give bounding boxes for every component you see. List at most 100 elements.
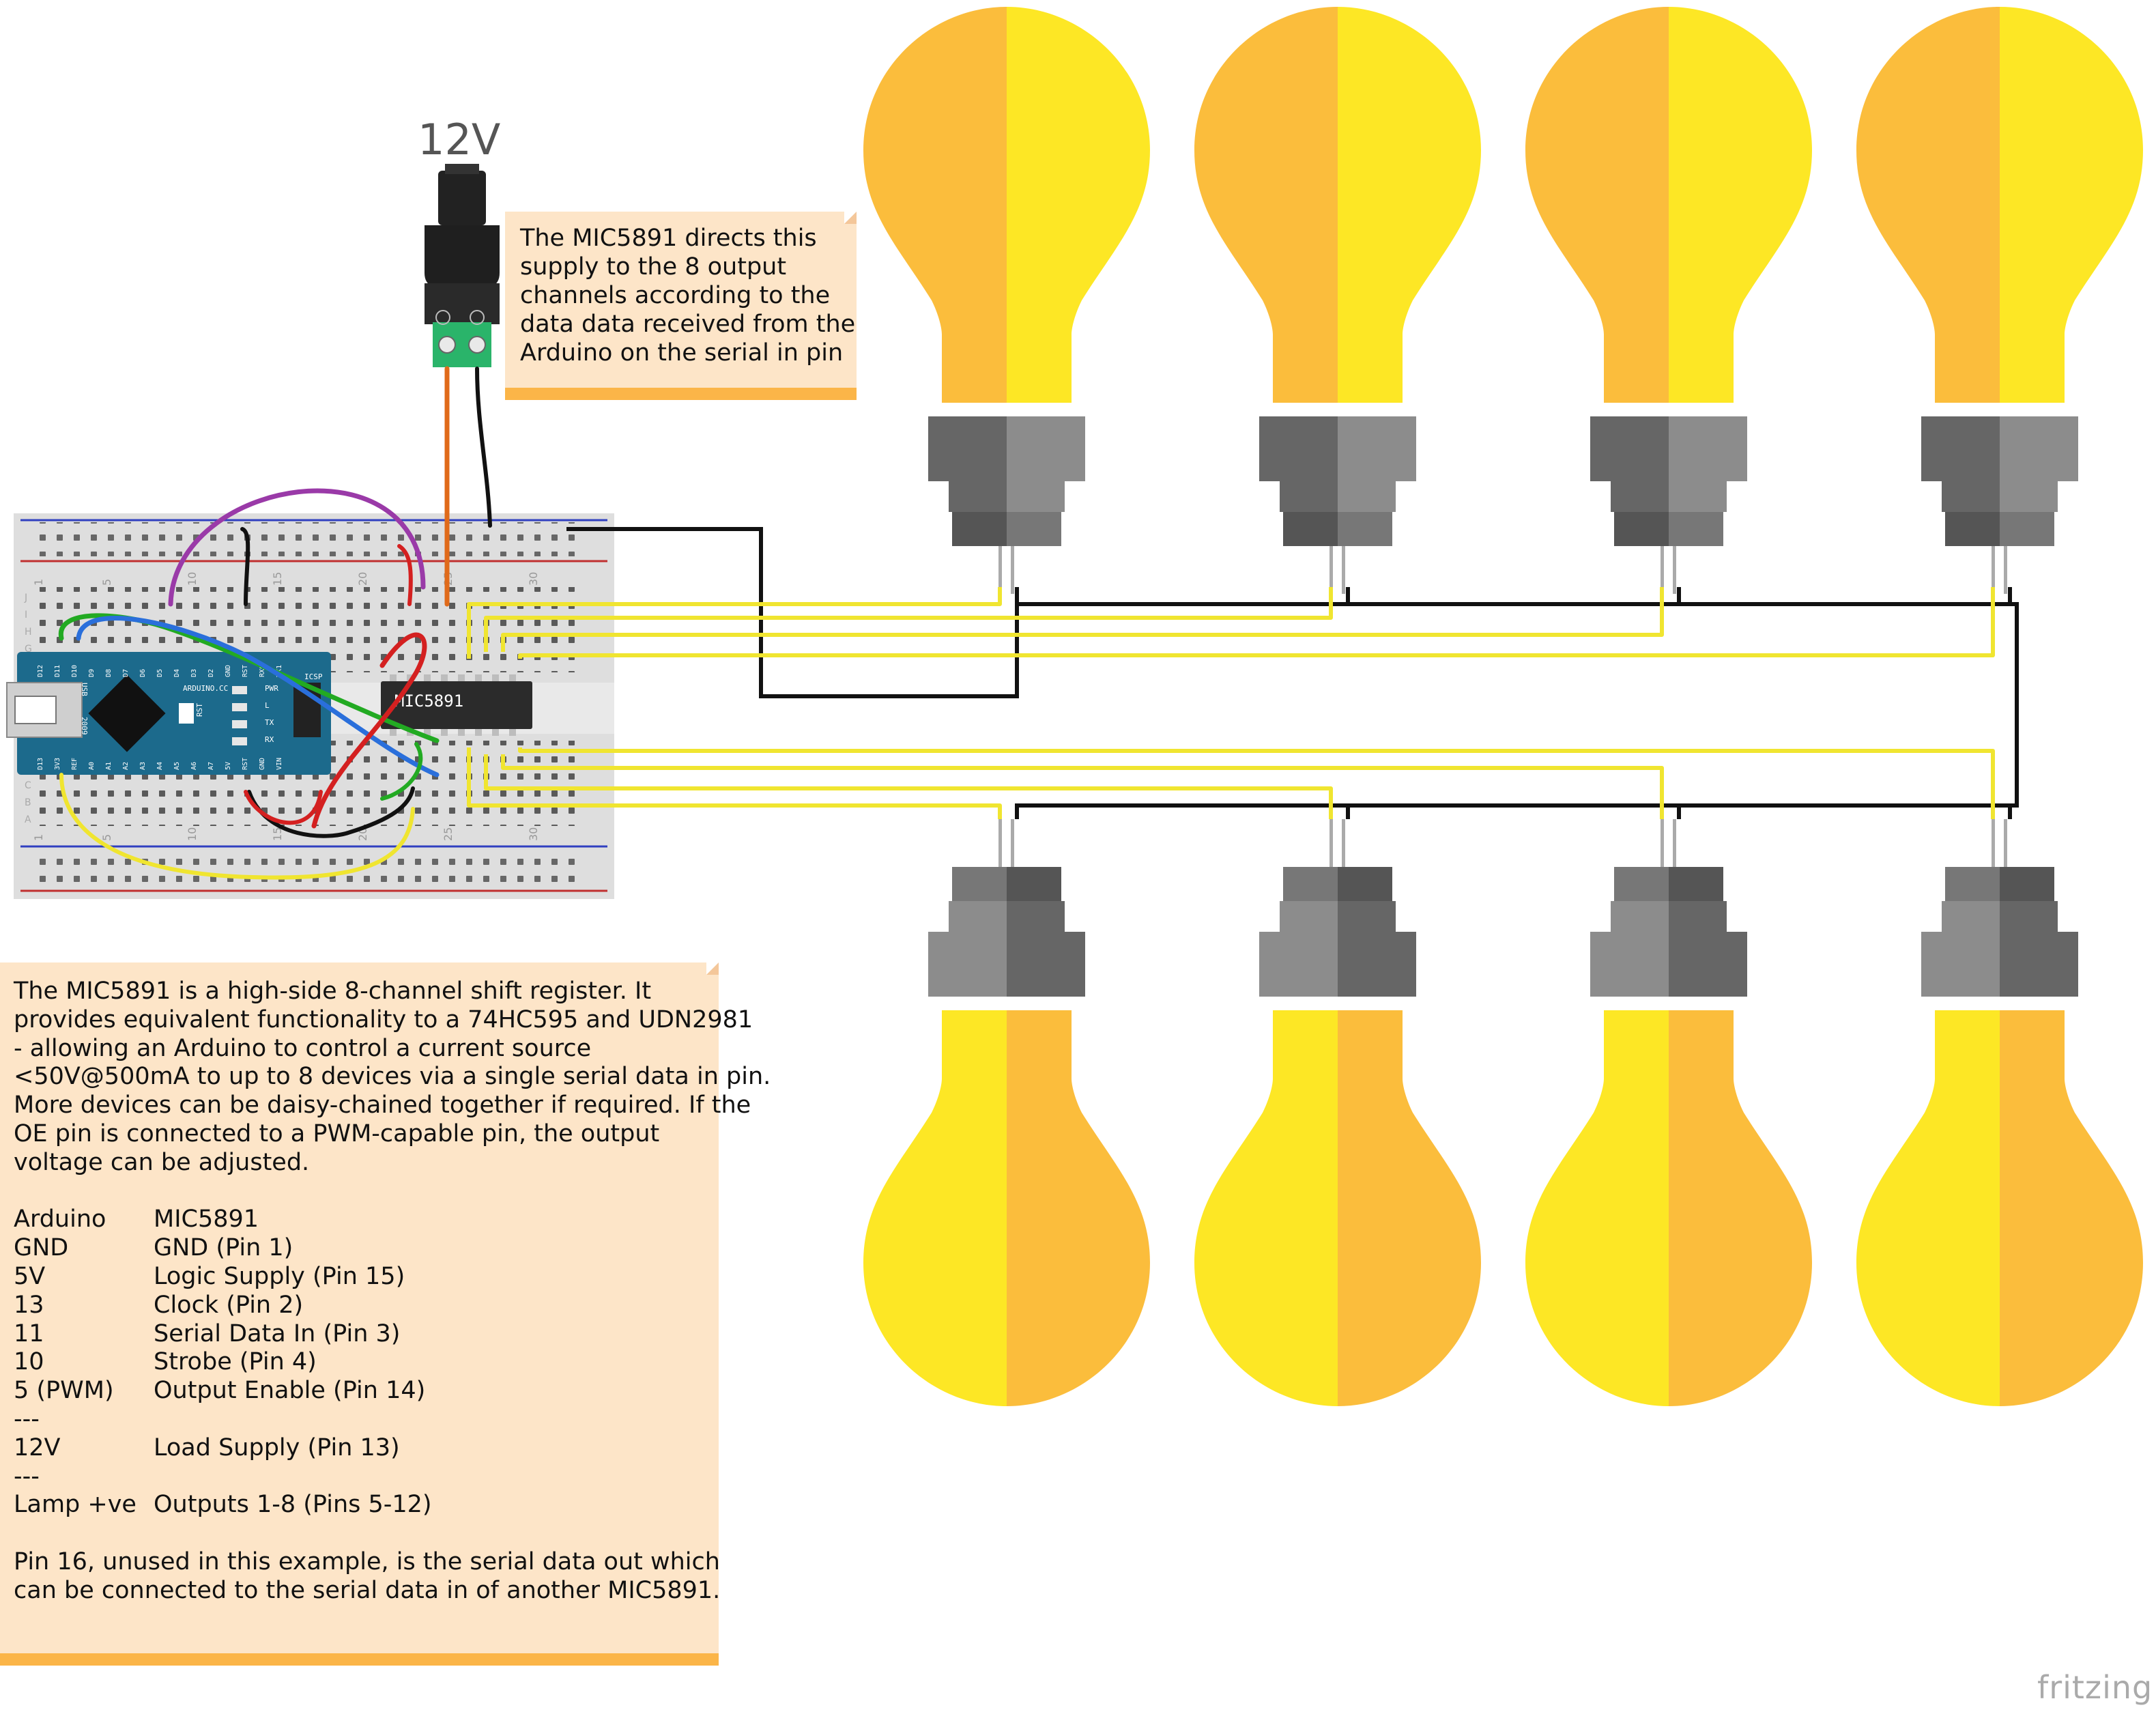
lamp-top-1	[863, 7, 1150, 594]
arduino-nano	[6, 652, 331, 775]
pin-header-arduino: Arduino	[14, 1205, 106, 1233]
arduino-pin-label: A7	[207, 762, 215, 770]
pin-arduino: ---	[14, 1405, 40, 1433]
arduino-pin-label: A4	[156, 762, 164, 770]
note-spacer	[14, 1520, 719, 1548]
pin-header-mic: MIC5891	[154, 1205, 259, 1233]
pin-table-row: 5V Logic Supply (Pin 15)	[14, 1263, 719, 1292]
arduino-pin-label: D11	[54, 665, 61, 677]
mic5891-label: MIC5891	[394, 691, 463, 711]
lamp-bottom-3	[1525, 819, 1812, 1406]
note-supply-fold	[844, 212, 857, 224]
note-outro-line: can be connected to the serial data in o…	[14, 1576, 721, 1604]
lamp-bottom-1	[863, 819, 1150, 1406]
arduino-pin-label: GND	[225, 665, 232, 677]
arduino-pin-label: VIN	[276, 758, 283, 770]
note-intro-line: voltage can be adjusted.	[14, 1148, 310, 1176]
arduino-pin-label: D9	[88, 669, 96, 677]
pin-table-header: Arduino MIC5891	[14, 1205, 719, 1234]
note-supply: The MIC5891 directs this supply to the 8…	[505, 212, 857, 400]
dc-barrel-jack	[425, 164, 500, 367]
arduino-pin-label: A1	[105, 762, 113, 770]
wires-outputs	[467, 587, 1995, 819]
note-supply-line: Arduino on the serial in pin	[520, 339, 844, 367]
arduino-pin-label: RST	[242, 665, 249, 677]
wires-supply	[444, 366, 492, 607]
arduino-bottom-pin-labels: D13 3V3 REF A0 A1 A2 A3 A4 A5 A6 A7 5V RST GND VIN	[37, 758, 283, 770]
note-supply-bar	[505, 388, 857, 400]
arduino-usb-label: USB	[80, 683, 89, 696]
pin-mic: Serial Data In (Pin 3)	[154, 1319, 401, 1347]
arduino-pin-label: D3	[190, 669, 198, 677]
arduino-pin-label: A2	[122, 762, 130, 770]
note-description: The MIC5891 is a high-side 8-channel shi…	[0, 962, 771, 1666]
arduino-pin-label: 5V	[225, 762, 232, 770]
note-intro-line: <50V@500mA to up to 8 devices via a sing…	[14, 1063, 771, 1091]
pin-arduino: 5 (PWM)	[14, 1377, 114, 1405]
pin-mic: Logic Supply (Pin 15)	[154, 1262, 405, 1290]
arduino-brand: ARDUINO.CC	[183, 684, 228, 693]
pin-table-row: ---	[14, 1463, 719, 1492]
col-num-30: 30	[527, 572, 540, 586]
arduino-led-l: L	[265, 701, 270, 710]
col-num-5-b: 5	[100, 834, 113, 841]
pin-mic: Clock (Pin 2)	[154, 1291, 304, 1319]
pin-table-row: Lamp +ve Outputs 1-8 (Pins 5-12)	[14, 1491, 719, 1520]
col-num-25-b: 25	[442, 827, 455, 841]
pin-arduino: 10	[14, 1348, 44, 1376]
pin-table-row: GND GND (Pin 1)	[14, 1234, 719, 1263]
fritzing-watermark: fritzing	[2037, 1669, 2153, 1706]
arduino-pin-label: GND	[259, 758, 266, 770]
arduino-pin-label: D7	[122, 669, 130, 677]
col-num-1: 1	[32, 579, 45, 586]
note-supply-line: channels according to the	[520, 282, 831, 309]
pin-mic: Load Supply (Pin 13)	[154, 1433, 400, 1461]
arduino-led-rx: RX	[265, 735, 274, 744]
arduino-board-label: 2009	[80, 717, 89, 735]
col-num-10-b: 10	[186, 827, 199, 841]
pin-table-row: 11 Serial Data In (Pin 3)	[14, 1320, 719, 1349]
wires-ground	[566, 527, 2019, 819]
pin-mic: Outputs 1-8 (Pins 5-12)	[154, 1491, 432, 1519]
row-letter-b: B	[25, 797, 31, 808]
note-supply-line: data data received from the	[520, 311, 856, 338]
pin-arduino: 13	[14, 1291, 44, 1319]
col-num-30-b: 30	[527, 827, 540, 841]
note-intro-line: OE pin is connected to a PWM-capable pin…	[14, 1119, 660, 1147]
row-letter-j: J	[24, 593, 27, 603]
lamp-top-4	[1856, 7, 2143, 594]
note-supply-line: supply to the 8 output	[520, 253, 787, 281]
wires-jumpers	[58, 488, 440, 880]
arduino-icsp-label: ICSP	[304, 672, 323, 681]
note-description-bar	[0, 1653, 719, 1666]
pin-arduino: Lamp +ve	[14, 1491, 136, 1519]
arduino-pin-label: D13	[37, 758, 44, 770]
col-num-15-b: 15	[271, 827, 284, 841]
row-letter-a: A	[25, 814, 31, 825]
col-num-15: 15	[271, 572, 284, 586]
lamp-bottom-2	[1194, 819, 1481, 1406]
note-supply-line: The MIC5891 directs this	[520, 225, 817, 252]
col-num-5: 5	[100, 579, 113, 586]
note-outro-line: Pin 16, unused in this example, is the s…	[14, 1547, 720, 1575]
arduino-pin-label: REF	[71, 758, 78, 770]
arduino-pin-label: D12	[37, 665, 44, 677]
arduino-led-tx: TX	[265, 718, 274, 727]
row-letter-c: C	[25, 780, 31, 791]
lamp-top-2	[1194, 7, 1481, 594]
lamp-top-3	[1525, 7, 1812, 594]
pin-arduino: 11	[14, 1319, 44, 1347]
arduino-pin-label: A6	[190, 762, 198, 770]
pin-arduino: ---	[14, 1462, 40, 1490]
note-spacer	[14, 1178, 719, 1206]
row-letter-i: I	[25, 610, 27, 620]
arduino-labels: ARDUINO.CC USB 2009 ICSP RST PWR L TX RX	[80, 672, 323, 744]
arduino-pin-label: D8	[105, 669, 113, 677]
col-num-20: 20	[356, 572, 369, 586]
pin-table-row: 13 Clock (Pin 2)	[14, 1292, 719, 1320]
arduino-pin-label: RST	[242, 758, 249, 770]
note-intro-line: provides equivalent functionality to a 7…	[14, 1005, 753, 1033]
arduino-reset-label: RST	[195, 703, 204, 717]
arduino-pin-label: D6	[139, 669, 147, 677]
pin-table-row: 12V Load Supply (Pin 13)	[14, 1434, 719, 1463]
